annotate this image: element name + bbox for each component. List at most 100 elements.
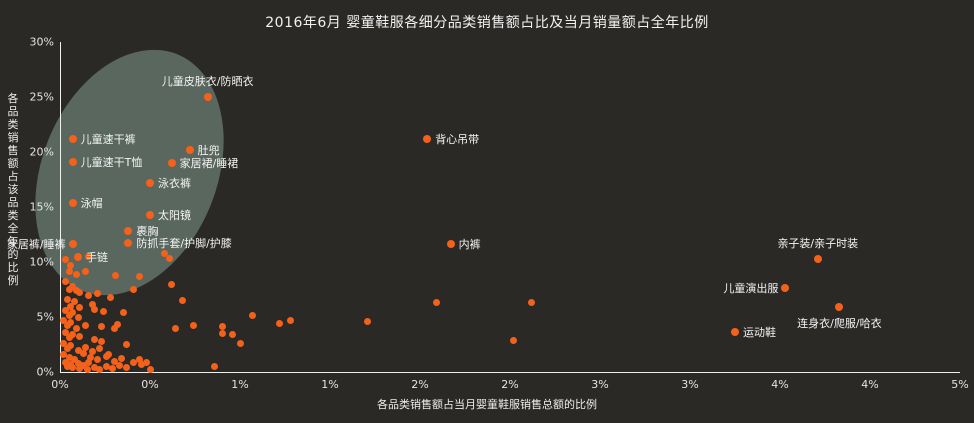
data-point[interactable] — [65, 312, 73, 320]
data-point[interactable] — [114, 321, 122, 329]
data-point[interactable] — [69, 282, 77, 290]
data-point[interactable] — [76, 365, 84, 373]
data-point[interactable] — [61, 278, 69, 286]
data-point[interactable] — [731, 328, 739, 337]
data-point[interactable] — [110, 357, 118, 365]
data-point[interactable] — [130, 286, 138, 293]
data-point[interactable] — [142, 358, 150, 366]
data-point[interactable] — [85, 253, 93, 260]
data-point[interactable] — [124, 239, 133, 248]
data-point[interactable] — [79, 349, 87, 357]
data-point[interactable] — [65, 268, 73, 276]
data-point[interactable] — [103, 353, 111, 361]
data-point[interactable] — [79, 361, 87, 369]
data-point[interactable] — [99, 308, 107, 315]
data-point[interactable] — [90, 364, 98, 372]
data-point[interactable] — [137, 360, 145, 368]
data-point[interactable] — [76, 303, 84, 311]
data-point[interactable] — [117, 355, 125, 363]
data-point[interactable] — [68, 198, 77, 207]
data-point[interactable] — [124, 227, 133, 236]
data-point[interactable] — [218, 323, 226, 331]
data-point[interactable] — [69, 331, 77, 339]
data-point[interactable] — [115, 361, 123, 369]
data-point[interactable] — [96, 345, 104, 353]
data-point[interactable] — [68, 134, 77, 143]
data-point[interactable] — [96, 366, 104, 374]
data-point[interactable] — [63, 322, 71, 330]
data-point[interactable] — [94, 356, 102, 364]
data-point[interactable] — [528, 299, 536, 307]
data-point[interactable] — [276, 320, 284, 328]
data-point[interactable] — [61, 256, 69, 264]
data-point[interactable] — [70, 298, 78, 306]
data-point[interactable] — [67, 302, 75, 310]
data-point[interactable] — [60, 350, 68, 358]
data-point[interactable] — [85, 291, 93, 299]
data-point[interactable] — [83, 366, 91, 374]
data-point[interactable] — [249, 312, 257, 320]
data-point[interactable] — [510, 336, 518, 344]
data-point[interactable] — [63, 345, 71, 353]
data-point[interactable] — [211, 363, 219, 370]
data-point[interactable] — [76, 289, 84, 297]
data-point[interactable] — [72, 324, 80, 332]
data-point[interactable] — [87, 354, 95, 362]
data-point[interactable] — [166, 255, 174, 263]
data-point[interactable] — [74, 359, 82, 367]
data-point[interactable] — [61, 358, 69, 366]
data-point[interactable] — [168, 280, 176, 288]
data-point[interactable] — [229, 331, 237, 339]
data-point[interactable] — [236, 339, 244, 347]
data-point[interactable] — [81, 344, 89, 352]
data-point[interactable] — [63, 295, 71, 303]
data-point[interactable] — [167, 159, 176, 167]
data-point[interactable] — [189, 322, 197, 330]
data-point[interactable] — [63, 363, 71, 370]
data-point[interactable] — [74, 252, 82, 261]
data-point[interactable] — [218, 330, 226, 337]
data-point[interactable] — [446, 240, 455, 249]
data-point[interactable] — [74, 346, 82, 354]
data-point[interactable] — [72, 270, 80, 278]
data-point[interactable] — [60, 339, 68, 347]
data-point[interactable] — [67, 261, 75, 269]
data-point[interactable] — [85, 358, 93, 366]
data-point[interactable] — [69, 309, 77, 317]
data-point[interactable] — [65, 286, 73, 293]
data-point[interactable] — [160, 249, 168, 257]
data-point[interactable] — [60, 316, 68, 324]
data-point[interactable] — [65, 334, 73, 342]
data-point[interactable] — [68, 240, 77, 249]
data-point[interactable] — [146, 366, 154, 374]
data-point[interactable] — [69, 364, 77, 372]
data-point[interactable] — [123, 341, 131, 348]
data-point[interactable] — [123, 364, 131, 372]
data-point[interactable] — [835, 303, 844, 312]
data-point[interactable] — [135, 272, 143, 280]
data-point[interactable] — [81, 322, 89, 330]
data-point[interactable] — [119, 309, 127, 317]
data-point[interactable] — [76, 333, 84, 341]
data-point[interactable] — [112, 271, 120, 279]
data-point[interactable] — [813, 254, 822, 263]
data-point[interactable] — [146, 178, 154, 187]
data-point[interactable] — [74, 313, 82, 321]
data-point[interactable] — [88, 347, 96, 355]
data-point[interactable] — [135, 356, 143, 364]
data-point[interactable] — [81, 268, 89, 276]
data-point[interactable] — [203, 93, 212, 101]
data-point[interactable] — [110, 324, 118, 332]
data-point[interactable] — [90, 335, 98, 343]
data-point[interactable] — [781, 284, 790, 293]
data-point[interactable] — [61, 328, 69, 336]
data-point[interactable] — [67, 342, 75, 350]
data-point[interactable] — [97, 323, 105, 331]
data-point[interactable] — [286, 316, 294, 324]
data-point[interactable] — [61, 306, 69, 314]
data-point[interactable] — [432, 299, 440, 307]
data-point[interactable] — [171, 324, 179, 332]
data-point[interactable] — [68, 157, 77, 166]
data-point[interactable] — [72, 287, 80, 295]
data-point[interactable] — [130, 358, 138, 366]
